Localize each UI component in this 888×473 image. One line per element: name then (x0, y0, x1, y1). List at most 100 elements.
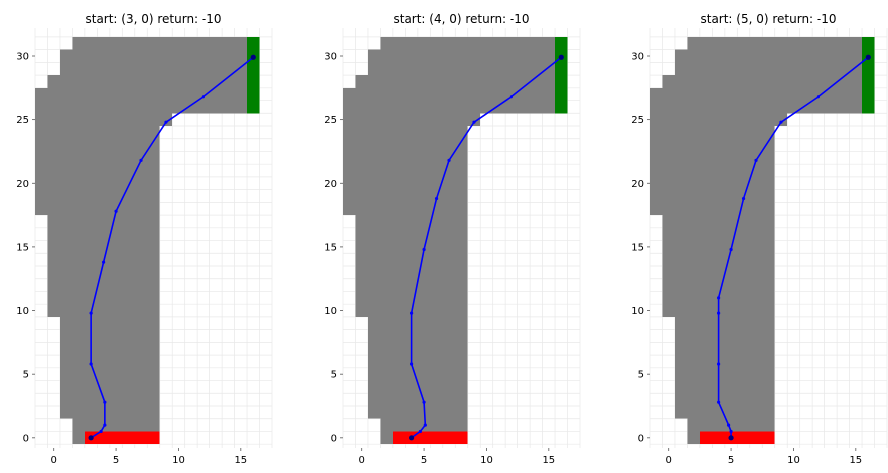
track-row (59, 393, 160, 406)
track-row (47, 227, 160, 241)
trajectory-point (779, 120, 783, 124)
track-row (35, 164, 160, 177)
x-tick-label: 5 (113, 455, 119, 466)
track-row (674, 406, 775, 419)
track-row (380, 36, 568, 50)
y-tick-label: 25 (324, 115, 337, 126)
trajectory-point (754, 158, 758, 162)
track-row (650, 126, 775, 139)
trajectory-point (434, 196, 439, 201)
track-row (662, 240, 775, 254)
track-row (674, 393, 775, 406)
y-tick-label: 10 (324, 306, 337, 317)
track-row (47, 304, 160, 317)
track-row (59, 380, 160, 394)
finish-line (247, 36, 260, 114)
trajectory-point (717, 400, 721, 404)
chart-title: start: (5, 0) return: -10 (700, 12, 836, 26)
trajectory-point (726, 423, 731, 427)
x-tick-label: 10 (480, 455, 493, 466)
track-row (355, 227, 468, 241)
y-tick-label: 15 (16, 242, 29, 253)
track-row (367, 62, 568, 76)
track-row (343, 87, 568, 101)
track-row (343, 126, 468, 139)
track-row (35, 189, 160, 203)
track-row (35, 113, 173, 126)
track-row (355, 291, 468, 305)
y-tick-label: 20 (16, 179, 29, 190)
track-row (47, 75, 260, 88)
y-tick-label: 10 (631, 306, 644, 317)
track-row (674, 316, 775, 330)
y-tick-label: 30 (324, 52, 337, 63)
track-row (59, 367, 160, 381)
trajectory-point (717, 362, 721, 366)
track-row (35, 202, 160, 216)
track-row (662, 227, 775, 241)
track-row (35, 176, 160, 190)
chart-title: start: (4, 0) return: -10 (393, 12, 529, 26)
trajectory-point (729, 247, 733, 252)
track-row (47, 266, 160, 279)
track-row (674, 329, 775, 343)
track-row (367, 393, 468, 406)
track-row (367, 342, 468, 356)
track-row (35, 151, 160, 165)
y-tick-label: 30 (631, 52, 644, 63)
trajectory-point (422, 247, 426, 252)
x-tick-label: 5 (421, 455, 427, 466)
track-row (687, 418, 775, 432)
y-tick-label: 20 (631, 179, 644, 190)
trajectory-point (410, 311, 414, 315)
trajectory-point (89, 362, 93, 366)
track-row (662, 215, 775, 228)
x-tick-label: 10 (172, 455, 185, 466)
track-row (343, 113, 481, 126)
track-row (367, 316, 468, 330)
track-row (47, 240, 160, 254)
x-tick-label: 15 (849, 455, 862, 466)
trajectory-point (741, 196, 746, 201)
track-row (662, 75, 875, 88)
x-tick-label: 0 (359, 455, 365, 466)
track-row (674, 342, 775, 356)
track-row (650, 189, 775, 203)
track-row (367, 367, 468, 381)
trajectory-point (89, 311, 93, 315)
trajectory-point (717, 296, 721, 300)
track-row (35, 138, 160, 152)
trajectory-point (418, 429, 422, 434)
y-tick-label: 25 (16, 115, 29, 126)
track-row (650, 100, 875, 114)
trajectory-start-point (409, 435, 415, 441)
x-tick-label: 5 (728, 455, 734, 466)
track-row (650, 202, 775, 216)
track-row (355, 215, 468, 228)
y-tick-label: 10 (16, 306, 29, 317)
trajectory-point (422, 400, 426, 404)
track-row (59, 406, 160, 419)
finish-line (555, 36, 568, 114)
trajectory-point (139, 158, 143, 162)
track-row (367, 355, 468, 368)
track-row (59, 62, 260, 76)
track-region (35, 36, 260, 445)
trajectory-point (447, 158, 451, 162)
track-row (47, 215, 160, 228)
y-tick-label: 15 (631, 242, 644, 253)
track-row (650, 176, 775, 190)
track-row (47, 278, 160, 292)
track-row (355, 266, 468, 279)
finish-line (862, 36, 875, 114)
y-tick-label: 0 (23, 433, 29, 444)
x-tick-label: 15 (542, 455, 555, 466)
track-row (59, 49, 260, 63)
trajectory-point (509, 95, 513, 99)
track-row (662, 278, 775, 292)
trajectory-point (423, 423, 427, 427)
track-row (367, 406, 468, 419)
y-tick-label: 5 (638, 370, 644, 381)
track-row (367, 329, 468, 343)
